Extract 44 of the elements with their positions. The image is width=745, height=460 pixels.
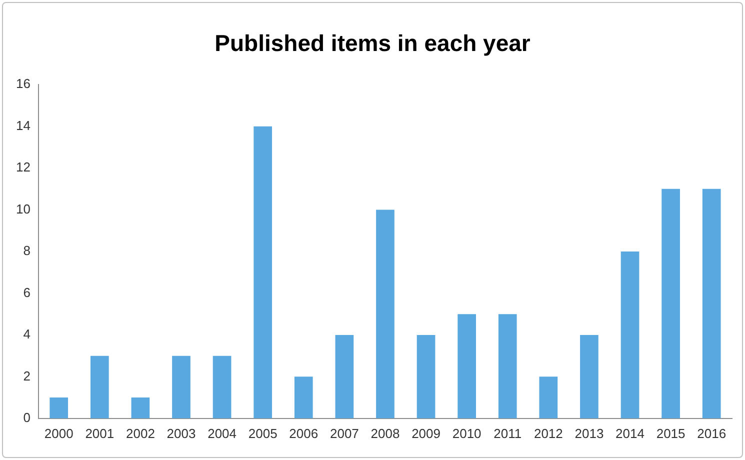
- x-tick-label: 2011: [494, 426, 522, 441]
- x-tick-label: 2010: [452, 426, 482, 441]
- x-tick-label: 2009: [412, 426, 440, 441]
- x-tick-label: 2006: [289, 426, 318, 441]
- bar: [90, 356, 109, 418]
- y-tick-label: 16: [16, 76, 30, 92]
- x-tick-label: 2012: [534, 426, 563, 441]
- bar: [376, 210, 394, 418]
- y-tick-label: 10: [16, 201, 30, 216]
- x-tick-label: 2014: [616, 426, 644, 441]
- y-tick-label: 0: [23, 410, 30, 425]
- x-tick-label: 2013: [574, 426, 604, 441]
- bar: [458, 314, 476, 418]
- bar: [620, 252, 640, 418]
- x-tick-label: 2002: [126, 426, 155, 441]
- y-tick-label: 14: [16, 118, 30, 133]
- bar: [702, 188, 721, 418]
- y-tick-label: 8: [23, 243, 30, 258]
- bar: [254, 126, 272, 418]
- bar: [335, 334, 354, 418]
- bar: [539, 376, 558, 418]
- bar: [50, 398, 68, 418]
- bar: [172, 356, 190, 418]
- y-tick-label: 6: [23, 284, 30, 300]
- x-tick-label: 2008: [370, 426, 400, 441]
- y-tick-label: 12: [16, 160, 30, 175]
- bar: [131, 398, 150, 418]
- x-tick-label: 2001: [85, 426, 114, 441]
- y-tick-label: 2: [23, 368, 30, 384]
- x-tick-label: 2015: [656, 426, 686, 441]
- bar: [294, 376, 313, 418]
- x-tick-label: 2004: [208, 426, 237, 441]
- x-tick-label: 2016: [697, 426, 726, 441]
- bar: [662, 188, 680, 418]
- bar: [580, 334, 598, 418]
- bar: [416, 334, 436, 418]
- y-tick-label: 4: [23, 326, 30, 342]
- bar: [212, 356, 232, 418]
- x-tick-label: 2003: [166, 426, 196, 441]
- x-tick-label: 2007: [330, 426, 359, 441]
- bar: [498, 314, 517, 418]
- x-tick-label: 2000: [44, 426, 74, 441]
- chart-title: Published items in each year: [214, 30, 530, 56]
- x-tick-label: 2005: [248, 426, 278, 441]
